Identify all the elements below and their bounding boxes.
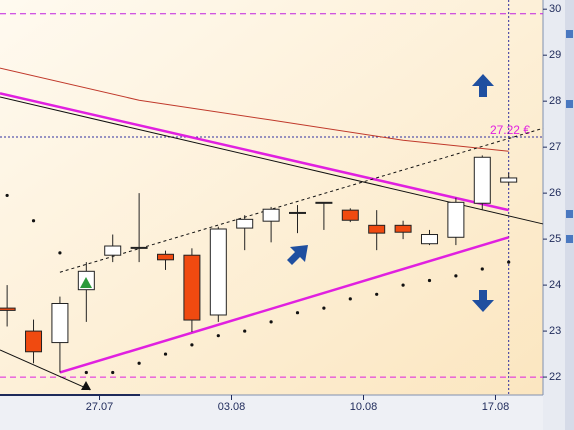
candle-body: [183, 254, 201, 321]
arrow-diagonal: [287, 245, 308, 265]
level-label: 27.22 €: [490, 123, 530, 137]
indicator-dot: [137, 361, 141, 365]
x-tick-label: 10.08: [350, 401, 378, 413]
y-tick-label: 24: [549, 279, 561, 291]
indicator-dot: [454, 274, 458, 278]
indicator-dot: [5, 193, 9, 198]
indicator-dot: [58, 251, 62, 255]
candle-body: [500, 177, 518, 183]
indicator-dot: [163, 352, 168, 356]
candle-body: [157, 253, 175, 261]
plot-area: [0, 0, 543, 395]
indicator-dot: [243, 329, 247, 333]
candle-body: [51, 302, 69, 344]
indicator-dot: [216, 334, 220, 338]
side-icon: [566, 235, 573, 243]
arrow-up: [472, 74, 494, 97]
candle-body: [130, 246, 148, 249]
overlay-line: [0, 67, 509, 152]
candle-body: [368, 224, 386, 234]
indicator-dot: [401, 283, 405, 287]
indicator-dot: [269, 320, 273, 324]
overlay-line: [59, 236, 510, 374]
candle-body: [262, 208, 280, 222]
marks: 27.22 €: [0, 0, 544, 395]
indicator-dot: [375, 292, 379, 296]
candle-body: [289, 211, 307, 214]
indicator-dot: [348, 297, 352, 301]
triangle-marker: [81, 381, 91, 390]
x-tick-label: 17.08: [482, 401, 510, 413]
side-icon: [566, 100, 573, 108]
candle-body: [0, 307, 16, 311]
candle-body: [341, 209, 359, 221]
x-tick-label: 27.07: [86, 401, 114, 413]
side-icon: [566, 210, 573, 218]
y-tick-label: 28: [549, 95, 561, 107]
y-tick-label: 26: [549, 187, 561, 199]
candle-body: [209, 228, 227, 316]
indicator-dot: [190, 343, 194, 347]
candle-body: [420, 234, 438, 245]
candle-body: [447, 201, 465, 238]
triangle-buy: [80, 277, 92, 288]
y-tick-label: 30: [549, 3, 561, 15]
x-axis-panel: [0, 395, 543, 430]
x-tick-label: 03.08: [218, 401, 246, 413]
y-tick-label: 25: [549, 233, 561, 245]
y-tick-label: 29: [549, 49, 561, 61]
arrow-down: [472, 290, 494, 312]
side-icon: [566, 30, 573, 38]
overlay-line: [0, 349, 91, 391]
y-tick-label: 22: [549, 371, 561, 383]
indicator-dot: [111, 370, 115, 375]
indicator-dot: [84, 370, 88, 375]
candle-body: [473, 156, 491, 204]
candle-body: [394, 224, 412, 233]
candle-body: [236, 218, 254, 229]
candle-body: [315, 201, 333, 204]
indicator-dot: [427, 278, 432, 283]
candle-body: [25, 330, 43, 353]
indicator-dot: [507, 260, 511, 264]
y-tick-label: 27: [549, 141, 561, 153]
indicator-dot: [322, 306, 326, 310]
indicator-dot: [480, 267, 484, 271]
icons: [80, 74, 494, 390]
indicator-dot: [31, 219, 36, 223]
y-tick-label: 23: [549, 325, 561, 337]
indicator-dot: [295, 311, 300, 315]
overlay-line: [0, 92, 509, 212]
candle-body: [104, 245, 122, 256]
